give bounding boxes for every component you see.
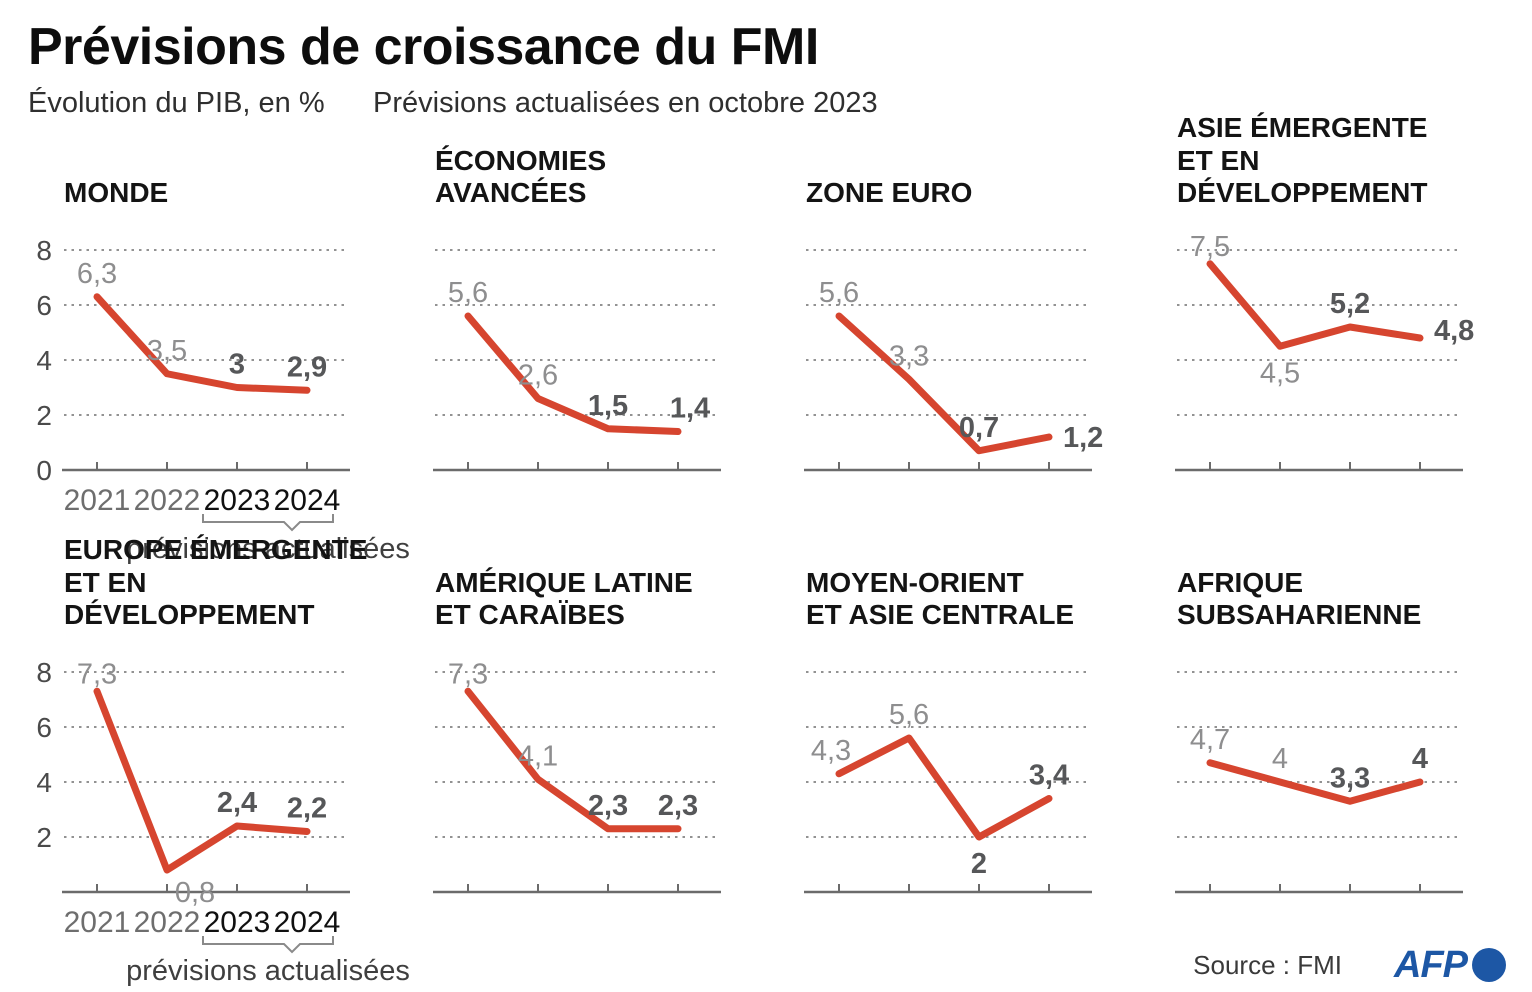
value-label-past: 4,7 [1190,723,1230,755]
chart-afrique-subsaharienne: AFRIQUE SUBSAHARIENNE 4,7 4 3,3 4 [1141,566,1512,988]
y-tick-label: 6 [36,290,52,321]
y-tick-label: 6 [36,712,52,743]
subtitle-gdp-evolution: Évolution du PIB, en % [28,86,325,119]
value-label-forecast: 5,2 [1330,288,1370,320]
line-series [835,312,1053,454]
chart-europe-emergente: EUROPE ÉMERGENTE ET EN DÉVELOPPEMENT 8 6 4 2… [28,534,409,988]
chart-plot-amerique-latine: 7,3 4,1 2,3 2,3 [433,658,721,893]
value-label-forecast: 2 [971,848,987,880]
afp-logo-circle [1472,948,1506,982]
value-label-forecast: 2,3 [658,789,698,821]
value-label-past: 5,6 [448,277,488,309]
value-label-past: 4,5 [1260,357,1300,389]
x-tick-label: 2021 [64,906,131,939]
page-title: Prévisions de croissance du FMI [28,18,819,76]
value-label-past: 3,3 [889,340,929,372]
value-label-past: 5,6 [819,277,859,309]
chart-title-economies-avancees: ÉCONOMIES AVANCÉES [435,144,607,209]
y-tick-label: 0 [36,455,52,486]
value-label-past: 7,3 [77,658,117,690]
afp-logo: AFP [1394,946,1506,984]
value-label-past: 7,3 [448,658,488,690]
chart-zone-euro: ZONE EURO 5,6 3,3 0,7 1,2 [770,144,1141,566]
chart-plot-afrique-subsaharienne: 4,7 4 3,3 4 [1175,670,1463,893]
y-tick-label: 4 [36,345,52,376]
chart-title-zone-euro: ZONE EURO [806,177,973,209]
x-tick-label: 2021 [64,484,131,517]
value-label-forecast: 1,2 [1063,422,1103,454]
x-tick-label: 2023 [204,484,271,517]
value-label-forecast: 3,4 [1029,759,1069,791]
chart-plot-monde: 8 6 4 2 0 6,3 3,5 3 2,9 2021 2022 2023 2024 prévision… [36,235,409,565]
footer: Source : FMI AFP [1193,946,1506,984]
y-tick-label: 8 [36,657,52,688]
value-label-past: 6,3 [77,257,117,289]
forecast-bracket [202,935,334,954]
forecast-bracket [202,513,334,532]
value-label-past: 4 [1272,743,1288,775]
x-tick-label: 2022 [134,906,201,939]
y-tick-label: 2 [36,822,52,853]
value-label-forecast: 1,5 [588,389,628,421]
value-label-past: 4,1 [518,740,558,772]
chart-amerique-latine: AMÉRIQUE LATINE ET CARAÏBES 7,3 4,1 2,3 2,3 [399,566,770,988]
value-label-forecast: 0,7 [959,411,999,443]
subtitle-forecast-update: Prévisions actualisées en octobre 2023 [373,86,878,119]
value-label-past: 3,5 [147,334,187,366]
chart-title-monde: MONDE [64,177,169,209]
value-label-forecast: 2,3 [588,789,628,821]
chart-asie-emergente: ASIE ÉMERGENTE ET EN DÉVELOPPEMENT 7,5 4,5… [1141,112,1512,566]
subtitle-row: Évolution du PIB, en % Prévisions actual… [28,87,1512,120]
line-series [93,687,311,874]
value-label-past: 4,3 [811,734,851,766]
value-label-forecast: 2,9 [287,351,327,383]
line-series [1206,758,1424,805]
value-label-past: 0,8 [175,877,215,909]
value-label-forecast: 2,4 [217,787,257,819]
line-series [1206,259,1424,350]
chart-plot-asie-emergente: 7,5 4,5 5,2 4,8 [1175,230,1474,471]
chart-economies-avancees: ÉCONOMIES AVANCÉES 5,6 2,6 1,5 1,4 [399,144,770,566]
chart-plot-economies-avancees: 5,6 2,6 1,5 1,4 [433,248,721,471]
line-series [835,734,1053,841]
line-series [464,312,682,435]
charts-grid: MONDE 8 6 4 2 0 6,3 3,5 3 2,9 2021 2022 2023 2024 prév… [28,112,1512,988]
line-series [464,687,682,832]
forecast-caption: prévisions actualisées [126,955,410,987]
chart-title-afrique-subsaharienne: AFRIQUE SUBSAHARIENNE [1177,566,1422,631]
value-label-past: 5,6 [889,699,929,731]
value-label-past: 2,6 [518,359,558,391]
value-label-forecast: 4,8 [1434,315,1474,347]
chart-moyen-orient: MOYEN-ORIENT ET ASIE CENTRALE 4,3 5,6 2 3,4 [770,566,1141,988]
chart-plot-europe-emergente: 8 6 4 2 7,3 0,8 2,4 2,2 2021 2022 2023 2024 prévisio… [36,657,409,987]
y-tick-label: 2 [36,400,52,431]
chart-plot-moyen-orient: 4,3 5,6 2 3,4 [804,670,1092,893]
y-tick-label: 4 [36,767,52,798]
line-series [93,292,311,394]
value-label-forecast: 4 [1412,743,1428,775]
chart-title-amerique-latine: AMÉRIQUE LATINE ET CARAÏBES [435,566,693,631]
value-label-forecast: 1,4 [670,392,710,424]
x-tick-label: 2022 [134,484,201,517]
value-label-forecast: 3 [229,348,245,380]
y-tick-label: 8 [36,235,52,266]
chart-title-europe-emergente: EUROPE ÉMERGENTE ET EN DÉVELOPPEMENT [64,534,368,631]
source-label: Source : FMI [1193,949,1342,980]
x-tick-label: 2024 [274,484,341,517]
chart-plot-zone-euro: 5,6 3,3 0,7 1,2 [804,248,1103,471]
afp-logo-text: AFP [1394,944,1468,986]
chart-monde: MONDE 8 6 4 2 0 6,3 3,5 3 2,9 2021 2022 2023 2024 prév… [28,144,409,566]
value-label-past: 7,5 [1190,230,1230,262]
chart-title-moyen-orient: MOYEN-ORIENT ET ASIE CENTRALE [806,566,1075,631]
forecast-caption: prévisions actualisées [126,533,410,565]
value-label-forecast: 3,3 [1330,762,1370,794]
value-label-forecast: 2,2 [287,792,327,824]
chart-title-asie-emergente: ASIE ÉMERGENTE ET EN DÉVELOPPEMENT [1177,112,1428,209]
x-tick-label: 2023 [204,906,271,939]
x-tick-label: 2024 [274,906,341,939]
